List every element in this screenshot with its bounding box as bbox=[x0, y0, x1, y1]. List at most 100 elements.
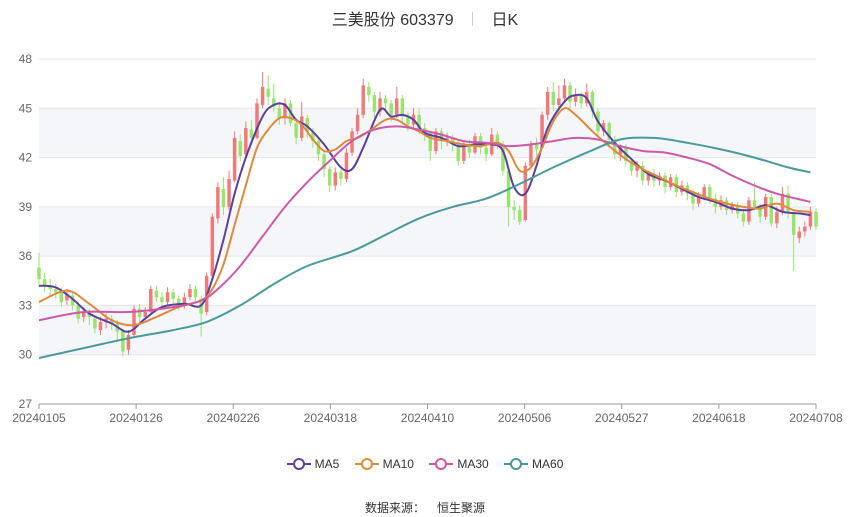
candle-body bbox=[149, 289, 153, 312]
candle-body bbox=[613, 139, 617, 155]
candle-body bbox=[165, 292, 170, 303]
candle-body bbox=[724, 200, 729, 211]
candle-body bbox=[579, 95, 583, 104]
candle-body bbox=[780, 193, 785, 212]
candle-body bbox=[339, 172, 343, 179]
candle-body bbox=[702, 187, 706, 197]
candle-body bbox=[221, 188, 226, 207]
x-tick-label: 20240410 bbox=[401, 411, 455, 425]
candle-body bbox=[182, 297, 187, 306]
candle-body bbox=[501, 144, 505, 171]
candle-body bbox=[361, 85, 365, 115]
chart-title: 三美股份 603379 日K bbox=[0, 6, 850, 29]
candle-body bbox=[752, 200, 757, 207]
candle-body bbox=[439, 131, 444, 142]
candle-body bbox=[372, 95, 377, 112]
x-tick-label: 20240708 bbox=[789, 411, 843, 425]
candle-body bbox=[299, 116, 304, 138]
candle-body bbox=[378, 98, 382, 112]
candle-body bbox=[260, 86, 265, 105]
candle-body bbox=[188, 289, 192, 298]
candle-body bbox=[277, 108, 282, 119]
candle-body bbox=[540, 114, 544, 148]
candle-body bbox=[786, 193, 790, 214]
candle-body bbox=[400, 98, 405, 117]
candle-body bbox=[573, 95, 578, 102]
legend-label: MA5 bbox=[314, 457, 340, 471]
candle-body bbox=[551, 91, 556, 105]
candle-body bbox=[143, 312, 147, 317]
candle-body bbox=[121, 330, 125, 352]
candle-body bbox=[428, 132, 433, 151]
x-tick-label: 20240618 bbox=[692, 411, 746, 425]
candle-body bbox=[137, 308, 142, 317]
candle-body bbox=[529, 144, 533, 166]
candle-body bbox=[708, 187, 712, 199]
candle-body bbox=[696, 197, 701, 204]
y-tick-label: 42 bbox=[19, 151, 33, 165]
legend-item-ma10[interactable]: MA10 bbox=[354, 457, 414, 471]
candle-body bbox=[311, 132, 315, 142]
candle-body bbox=[98, 321, 103, 331]
candle-body bbox=[791, 213, 796, 235]
candle-body bbox=[355, 114, 360, 132]
candle-body bbox=[283, 103, 287, 119]
candle-body bbox=[808, 211, 813, 227]
chart-legend: MA5 MA10 MA30 MA60 bbox=[0, 457, 850, 473]
candle-body bbox=[383, 98, 388, 104]
candle-body bbox=[322, 154, 326, 170]
candle-body bbox=[216, 187, 220, 219]
candle-body bbox=[65, 293, 69, 301]
candle-body bbox=[81, 312, 86, 317]
y-tick-label: 27 bbox=[19, 397, 33, 411]
x-tick-label: 20240126 bbox=[109, 411, 163, 425]
legend-item-ma5[interactable]: MA5 bbox=[286, 457, 340, 471]
data-source: 数据来源： 恒生聚源 bbox=[0, 499, 850, 516]
stock-code: 603379 bbox=[400, 12, 454, 29]
candle-body bbox=[42, 279, 47, 286]
candle-body bbox=[171, 292, 175, 299]
candle-body bbox=[557, 98, 561, 105]
candle-body bbox=[316, 141, 321, 155]
x-tick-label: 20240318 bbox=[304, 411, 358, 425]
candle-body bbox=[618, 147, 623, 155]
candle-body bbox=[607, 123, 611, 140]
candle-body bbox=[462, 144, 466, 161]
candle-body bbox=[635, 165, 639, 171]
candle-body bbox=[797, 231, 801, 239]
candle-body bbox=[249, 129, 254, 138]
candle-body bbox=[193, 289, 198, 298]
period-label: 日K bbox=[491, 12, 519, 29]
candle-body bbox=[272, 98, 276, 107]
candle-body bbox=[333, 172, 337, 186]
candle-body bbox=[70, 295, 75, 306]
candle-body bbox=[775, 211, 779, 224]
stock-name: 三美股份 bbox=[331, 12, 396, 29]
x-tick-label: 20240527 bbox=[595, 411, 649, 425]
legend-item-ma30[interactable]: MA30 bbox=[429, 457, 489, 471]
candle-body bbox=[484, 147, 488, 155]
candle-body bbox=[59, 292, 64, 303]
x-tick-label: 20240226 bbox=[207, 411, 261, 425]
candle-body bbox=[646, 174, 651, 181]
legend-item-ma60[interactable]: MA60 bbox=[504, 457, 563, 471]
candle-body bbox=[601, 123, 606, 132]
candle-body bbox=[545, 91, 550, 115]
candle-body bbox=[389, 103, 393, 115]
candle-body bbox=[244, 128, 248, 155]
candlestick-chart: 27 30 33 36 39 42 45 48 20240105 20240126 2024022… bbox=[12, 52, 843, 425]
candle-body bbox=[327, 169, 332, 186]
candle-body bbox=[518, 210, 522, 222]
candle-body bbox=[417, 114, 421, 128]
candle-body bbox=[814, 211, 818, 227]
y-tick-label: 48 bbox=[19, 52, 33, 66]
candle-body bbox=[691, 193, 695, 204]
candle-body bbox=[210, 216, 215, 276]
candle-body bbox=[54, 289, 58, 293]
grid-band bbox=[39, 108, 816, 158]
candle-body bbox=[512, 206, 516, 211]
candle-body bbox=[367, 86, 371, 96]
source-name: 恒生聚源 bbox=[437, 501, 486, 515]
legend-marker-icon bbox=[504, 458, 529, 470]
